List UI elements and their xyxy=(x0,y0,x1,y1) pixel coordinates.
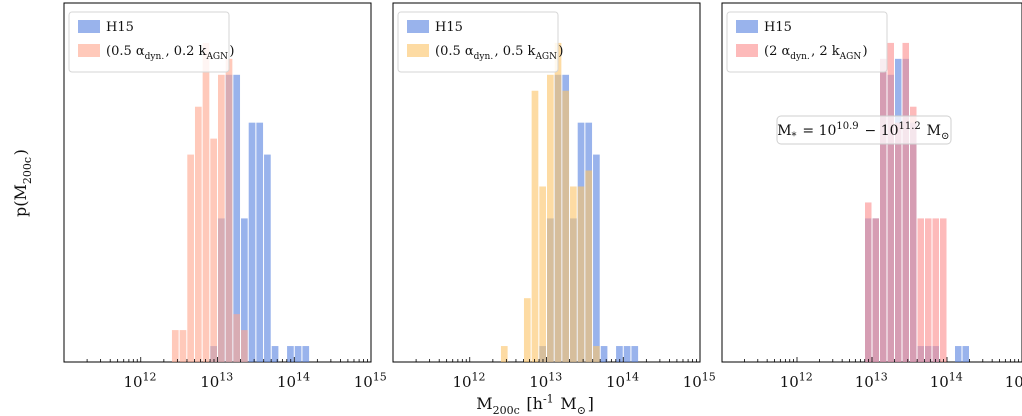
bar xyxy=(233,74,241,363)
x-tick-label: 1014 xyxy=(930,371,965,391)
bar xyxy=(241,330,248,362)
bar xyxy=(616,346,623,362)
x-tick-label: 1015 xyxy=(1005,371,1022,391)
x-tick-label: 1015 xyxy=(683,371,718,391)
bar xyxy=(294,346,302,362)
legend: H15 (0.5 αdyn. , 0.5 kAGN ) xyxy=(397,11,563,73)
bar xyxy=(225,58,233,362)
series-1 xyxy=(210,74,310,363)
x-tick-label: 1012 xyxy=(780,371,815,391)
x-axis-label: M200c [h-1 M⊙ ] xyxy=(476,392,594,416)
legend-swatch xyxy=(736,44,758,57)
bar xyxy=(955,346,962,362)
bar xyxy=(600,346,608,362)
legend-label: (0.5 αdyn. , 0.5 kAGN ) xyxy=(435,44,563,62)
bar xyxy=(925,218,932,362)
bar xyxy=(895,122,902,363)
bar xyxy=(547,74,554,363)
legend-box xyxy=(68,11,230,73)
legend-swatch xyxy=(407,20,429,33)
x-tick-label: 1012 xyxy=(123,371,158,391)
bar xyxy=(902,42,909,363)
bar xyxy=(962,346,969,362)
y-axis-label: p(M200c ) xyxy=(11,149,34,217)
bar xyxy=(562,90,570,362)
bar xyxy=(256,122,264,363)
bar xyxy=(880,58,887,362)
legend-swatch xyxy=(78,20,100,33)
bar xyxy=(593,154,600,362)
series-2 xyxy=(171,42,248,363)
bar xyxy=(932,218,939,362)
bar xyxy=(554,42,562,363)
bar xyxy=(500,346,508,362)
legend-label: (2 αdyn. , 2 kAGN ) xyxy=(764,44,868,62)
bar xyxy=(531,90,539,362)
legend-label: (0.5 αdyn. , 0.2 kAGN ) xyxy=(106,44,234,62)
bar xyxy=(233,314,241,362)
panel-2: 1012 1013 1014 1015 H15 (0.5 αdyn. , 0.5 … xyxy=(392,2,718,391)
legend-label: H15 xyxy=(435,20,463,35)
bar xyxy=(577,186,585,362)
bar xyxy=(940,218,947,362)
bar xyxy=(264,154,271,362)
annotation-text: M* = 1010.9 − 1011.2 M⊙ xyxy=(777,121,951,142)
bar xyxy=(179,330,187,362)
x-tick-label: 1013 xyxy=(529,371,564,391)
x-tick-label: 1014 xyxy=(277,371,312,391)
legend-box xyxy=(726,11,888,73)
bar xyxy=(523,298,531,362)
bar xyxy=(194,106,202,362)
bar xyxy=(910,106,917,362)
bar xyxy=(302,346,310,362)
bar xyxy=(887,42,894,363)
legend-swatch xyxy=(407,44,429,57)
series-2 xyxy=(500,42,600,363)
bar xyxy=(865,202,872,362)
series-2 xyxy=(865,42,947,363)
annotation-box xyxy=(776,115,952,145)
x-tick-label: 1013 xyxy=(855,371,890,391)
x-tick-label: 1014 xyxy=(606,371,641,391)
bar xyxy=(187,154,194,362)
bar xyxy=(917,218,924,362)
bar xyxy=(171,330,179,362)
legend-label: H15 xyxy=(106,20,134,35)
legend: H15 (2 αdyn. , 2 kAGN ) xyxy=(726,11,888,73)
x-tick-label: 1012 xyxy=(452,371,487,391)
bar xyxy=(872,218,879,362)
bar xyxy=(210,138,217,362)
legend: H15 (0.5 αdyn. , 0.2 kAGN ) xyxy=(68,11,234,73)
legend-swatch xyxy=(736,20,758,33)
bar xyxy=(623,346,631,362)
bar xyxy=(631,346,639,362)
bar xyxy=(570,186,577,362)
legend-label: H15 xyxy=(764,20,792,35)
panel-3: 1012 1013 1014 1015 H15 (2 αdyn. , 2 kAGN… xyxy=(721,2,1022,391)
panel-1: 1012 1013 1014 1015 H15 (0.5 αdyn. , 0.2 … xyxy=(63,2,389,391)
bar xyxy=(202,42,210,363)
bar xyxy=(241,218,248,362)
legend-swatch xyxy=(78,44,100,57)
bar xyxy=(218,74,225,363)
bar xyxy=(539,186,546,362)
legend-box xyxy=(397,11,559,73)
bar xyxy=(248,122,256,363)
bar xyxy=(271,346,279,362)
x-tick-label: 1013 xyxy=(200,371,235,391)
bar xyxy=(585,170,593,362)
bar xyxy=(593,346,600,362)
bar xyxy=(287,346,294,362)
x-tick-label: 1015 xyxy=(354,371,389,391)
